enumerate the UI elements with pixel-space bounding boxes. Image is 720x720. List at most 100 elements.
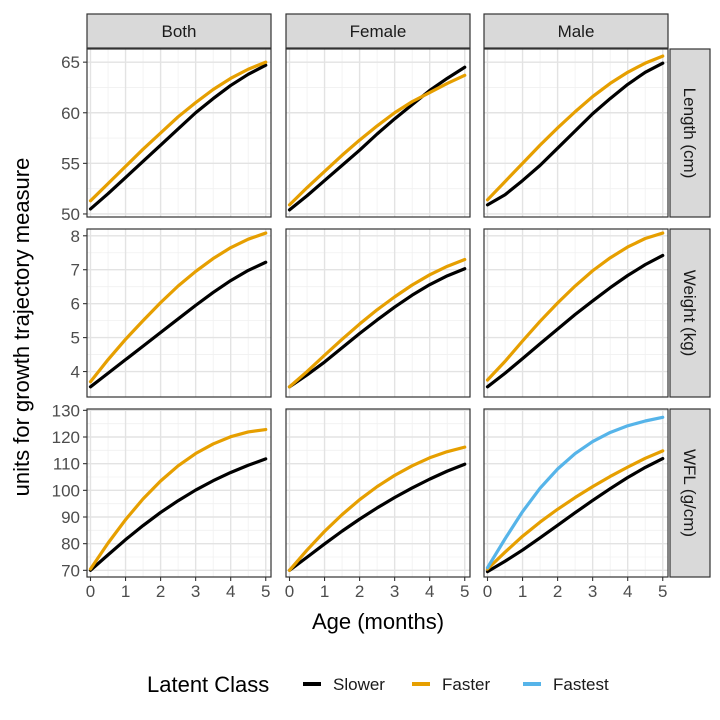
y-tick-label: 55 [61, 154, 80, 173]
facet-strip-female: Female [285, 13, 471, 49]
facet-strip-label: Length (cm) [680, 88, 699, 179]
y-tick-label: 8 [71, 227, 80, 246]
facet-strip-both: Both [86, 13, 272, 49]
series-line-slower [485, 61, 665, 207]
panel-grid [87, 49, 271, 217]
y-tick-label: 50 [61, 205, 80, 224]
x-axis-title: Age (months) [312, 609, 444, 634]
x-tick-label: 3 [191, 582, 200, 601]
panel-border [285, 408, 471, 578]
panel-length-cm-both [86, 48, 272, 218]
panel-wfl-g-cm-male [483, 408, 669, 578]
series-line-faster [287, 73, 467, 207]
y-tick-label: 110 [53, 455, 80, 474]
x-tick-label: 1 [518, 582, 527, 601]
series-line-slower [485, 253, 665, 389]
x-tick-label: 5 [658, 582, 667, 601]
panel-background [87, 49, 271, 217]
y-tick-label: 4 [71, 363, 80, 382]
facet-strip-wfl-g-cm: WFL (g/cm) [669, 408, 711, 578]
y-tick-label: 100 [52, 481, 80, 500]
series-line-faster [88, 231, 268, 384]
panel-border [86, 228, 272, 398]
strips-layer: Both Female Male Length (cm) Weight (kg) WFL … [86, 13, 711, 578]
panel-border [86, 408, 272, 578]
x-tick-label: 2 [156, 582, 165, 601]
x-tick-label: 4 [425, 582, 434, 601]
series-line-faster [287, 257, 467, 389]
panel-length-cm-male [483, 48, 669, 218]
panel-border [483, 228, 669, 398]
panel-grid [286, 409, 470, 577]
x-tick-label: 3 [588, 582, 597, 601]
panel-weight-kg-female [285, 228, 471, 398]
legend-title: Latent Class [147, 672, 269, 697]
x-tick-label: 2 [355, 582, 364, 601]
legend-label: Fastest [553, 675, 609, 694]
legend-items: Slower Faster Fastest [303, 675, 609, 694]
panel-grid [87, 229, 271, 397]
facet-strip-label: Weight (kg) [680, 270, 699, 357]
x-tick-label: 0 [86, 582, 95, 601]
panel-border [86, 48, 272, 218]
panel-weight-kg-both [86, 228, 272, 398]
series-line-faster [88, 427, 268, 571]
panel-background [87, 229, 271, 397]
x-tick-label: 1 [320, 582, 329, 601]
facet-strip-label: Male [558, 22, 595, 41]
series-line-slower [88, 457, 268, 572]
legend-label: Faster [442, 675, 491, 694]
panel-length-cm-female [285, 48, 471, 218]
series-line-faster [485, 449, 665, 571]
facet-strip-label: WFL (g/cm) [680, 449, 699, 537]
facet-strip-length-cm: Length (cm) [669, 48, 711, 218]
y-tick-label: 80 [61, 535, 80, 554]
x-tick-label: 1 [121, 582, 130, 601]
panel-border [483, 48, 669, 218]
series-line-fastest [485, 415, 665, 570]
x-tick-label: 0 [483, 582, 492, 601]
x-tick-label: 4 [623, 582, 632, 601]
y-tick-label: 60 [61, 104, 80, 123]
series-line-faster [287, 445, 467, 572]
facet-strip-label: Both [162, 22, 197, 41]
x-tick-label: 0 [285, 582, 294, 601]
legend-item-faster: Faster [412, 675, 491, 694]
y-tick-label: 120 [52, 428, 80, 447]
legend-item-slower: Slower [303, 675, 385, 694]
y-tick-label: 7 [71, 261, 80, 280]
series-line-slower [287, 462, 467, 572]
legend-item-fastest: Fastest [523, 675, 609, 694]
panel-background [484, 409, 668, 577]
y-tick-label: 130 [52, 401, 80, 420]
series-line-slower [287, 267, 467, 389]
panel-grid [484, 409, 668, 577]
legend: Latent Class Slower Faster Fastest [147, 672, 609, 697]
facet-strip-weight-kg: Weight (kg) [669, 228, 711, 398]
legend-label: Slower [333, 675, 385, 694]
facet-strip-male: Male [483, 13, 669, 49]
panel-border [285, 48, 471, 218]
panel-border [483, 408, 669, 578]
series-line-slower [485, 457, 665, 574]
y-tick-label: 6 [71, 295, 80, 314]
y-tick-label: 5 [71, 329, 80, 348]
facet-strip-label: Female [350, 22, 407, 41]
x-tick-label: 3 [390, 582, 399, 601]
series-line-slower [287, 65, 467, 212]
panel-wfl-g-cm-female [285, 408, 471, 578]
panels-layer [86, 48, 669, 578]
y-tick-label: 70 [61, 561, 80, 580]
x-tick-label: 5 [460, 582, 469, 601]
y-axis-title: units for growth trajectory measure [9, 158, 34, 497]
x-tick-label: 4 [226, 582, 235, 601]
series-line-slower [88, 63, 268, 211]
y-tick-label: 65 [61, 53, 80, 72]
panel-wfl-g-cm-both [86, 408, 272, 578]
panel-weight-kg-male [483, 228, 669, 398]
panel-border [285, 228, 471, 398]
series-line-faster [485, 231, 665, 382]
y-tick-label: 90 [61, 508, 80, 527]
